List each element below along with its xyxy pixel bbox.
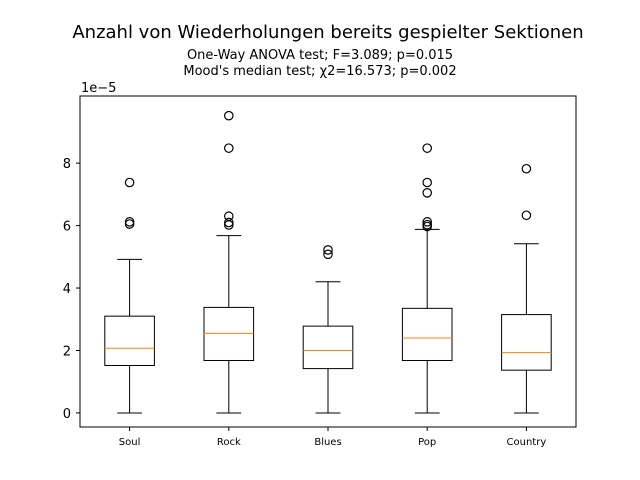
box-blues <box>302 325 354 370</box>
box-soul <box>104 315 155 366</box>
y-tick-label: 0 <box>63 407 71 422</box>
outlier-point-country <box>521 163 532 174</box>
y-tick-label: 4 <box>63 282 71 297</box>
y-tick-label: 6 <box>63 220 71 235</box>
x-tick-label-blues: Blues <box>314 437 341 448</box>
box-country <box>501 314 552 371</box>
y-tick-label: 2 <box>63 344 71 359</box>
outlier-point-blues <box>323 245 333 255</box>
box-pop <box>401 307 453 361</box>
outlier-point-pop <box>422 143 432 153</box>
outlier-point-pop <box>422 177 432 188</box>
outlier-point-rock <box>224 143 234 153</box>
chart-subtitle-mood: Mood's median test; χ2=16.573; p=0.002 <box>183 64 456 79</box>
chart-subtitle-anova: One-Way ANOVA test; F=3.089; p=0.015 <box>187 48 453 63</box>
x-tick-label-soul: Soul <box>119 437 141 448</box>
y-axis-offset-label: 1e−5 <box>81 81 116 96</box>
outlier-point-blues <box>323 249 333 260</box>
outlier-point-pop <box>422 217 432 227</box>
y-tick-label: 8 <box>63 157 71 172</box>
outlier-point-soul <box>124 177 135 188</box>
outlier-point-rock <box>224 217 234 228</box>
outlier-point-pop <box>422 219 432 230</box>
x-tick-label-country: Country <box>507 437 547 448</box>
outlier-point-rock <box>224 110 234 121</box>
outlier-point-pop <box>422 188 432 198</box>
outlier-point-soul <box>124 217 135 227</box>
chart-title: Anzahl von Wiederholungen bereits gespie… <box>72 22 583 43</box>
x-tick-label-rock: Rock <box>217 437 241 448</box>
x-tick-label-pop: Pop <box>418 437 436 448</box>
outlier-point-rock <box>224 211 234 222</box>
plot-area: 0 2 4 6 8 Soul Rock Blues Pop Country <box>63 95 577 448</box>
outlier-point-country <box>521 210 532 221</box>
box-rock <box>203 306 255 361</box>
